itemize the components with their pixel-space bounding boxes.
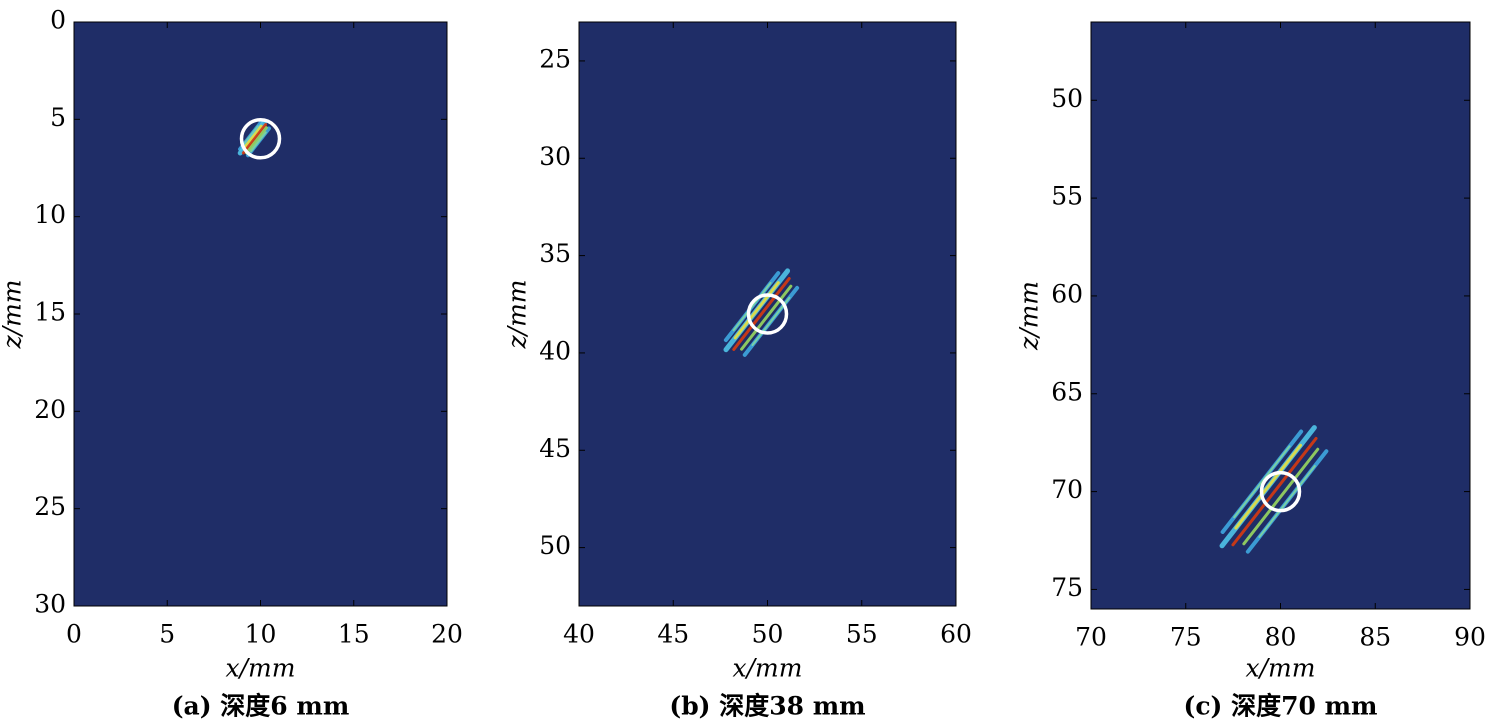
- plot-area: [73, 21, 448, 607]
- y-tick-label: 30: [539, 142, 571, 171]
- y-tick-label: 35: [539, 239, 571, 268]
- echo-streak: [245, 126, 268, 155]
- y-tick-label: 50: [539, 531, 571, 560]
- y-tick-label: 20: [34, 395, 66, 424]
- y-tick-label: 70: [1051, 475, 1083, 504]
- x-tick-label: 0: [66, 620, 82, 649]
- x-axis-label: x/mm: [733, 654, 803, 683]
- y-axis-label: z/mm: [503, 279, 532, 349]
- echo-streak: [1234, 443, 1303, 530]
- defect-marker: [239, 118, 282, 160]
- echo-streak: [1242, 447, 1320, 546]
- x-tick-label: 10: [245, 620, 277, 649]
- x-tick-label: 40: [563, 620, 595, 649]
- y-tick-label: 0: [50, 6, 66, 35]
- y-tick-label: 25: [34, 492, 66, 521]
- echo-streak: [732, 281, 772, 332]
- echo-streak: [733, 281, 780, 340]
- x-tick-label: 85: [1359, 623, 1391, 652]
- x-tick-label: 90: [1454, 623, 1486, 652]
- panel: 40 45 50 55 60 25 30 35 40 45 50 x/mm z/mm (b) 深度38 m…: [503, 21, 972, 721]
- y-tick-label: 40: [539, 336, 571, 365]
- panel: 70 75 80 85 90 50 55 60 65 70 75 x/mm z/mm (c) 深度70 m…: [1015, 21, 1486, 721]
- echo-streak: [740, 284, 793, 351]
- caption: (b) 深度38 mm: [669, 692, 865, 721]
- plot-area: [1090, 21, 1471, 610]
- echo-streak: [1258, 464, 1316, 538]
- y-tick-label: 10: [34, 200, 66, 229]
- x-tick-label: 75: [1170, 623, 1202, 652]
- echo-streak: [241, 123, 268, 155]
- x-axis-label: x/mm: [226, 654, 296, 683]
- echo-streak: [250, 131, 267, 153]
- defect-marker: [746, 293, 789, 335]
- echo-streak: [1231, 436, 1318, 547]
- x-tick-label: 80: [1265, 623, 1297, 652]
- x-tick-label: 50: [752, 620, 784, 649]
- x-axis-label: x/mm: [1246, 654, 1316, 683]
- y-tick-label: 30: [34, 590, 66, 619]
- y-tick-label: 45: [539, 434, 571, 463]
- panel: 0 5 10 15 20 0 5 10 15 20 25 30 x/mm z/mm (a) 深度6 mm: [0, 6, 463, 721]
- y-tick-label: 5: [50, 103, 66, 132]
- x-tick-label: 70: [1075, 623, 1107, 652]
- y-tick-label: 75: [1051, 573, 1083, 602]
- x-tick-label: 45: [657, 620, 689, 649]
- y-tick-label: 50: [1051, 84, 1083, 113]
- caption: (c) 深度70 mm: [1184, 692, 1378, 721]
- y-tick-label: 65: [1051, 377, 1083, 406]
- x-tick-label: 5: [159, 620, 175, 649]
- y-tick-label: 55: [1051, 182, 1083, 211]
- x-tick-label: 55: [846, 620, 878, 649]
- caption: (a) 深度6 mm: [172, 692, 350, 721]
- echo-streak: [732, 277, 791, 351]
- y-tick-label: 60: [1051, 279, 1083, 308]
- y-axis-label: z/mm: [1015, 281, 1044, 351]
- y-tick-label: 15: [34, 298, 66, 327]
- x-tick-label: 15: [338, 620, 370, 649]
- echo-streak: [1233, 445, 1291, 519]
- echo-streak: [242, 124, 263, 150]
- x-tick-label: 20: [431, 620, 463, 649]
- defect-marker: [1259, 470, 1302, 513]
- y-axis-label: z/mm: [0, 279, 27, 349]
- x-tick-label: 60: [940, 620, 972, 649]
- y-tick-label: 25: [539, 44, 571, 73]
